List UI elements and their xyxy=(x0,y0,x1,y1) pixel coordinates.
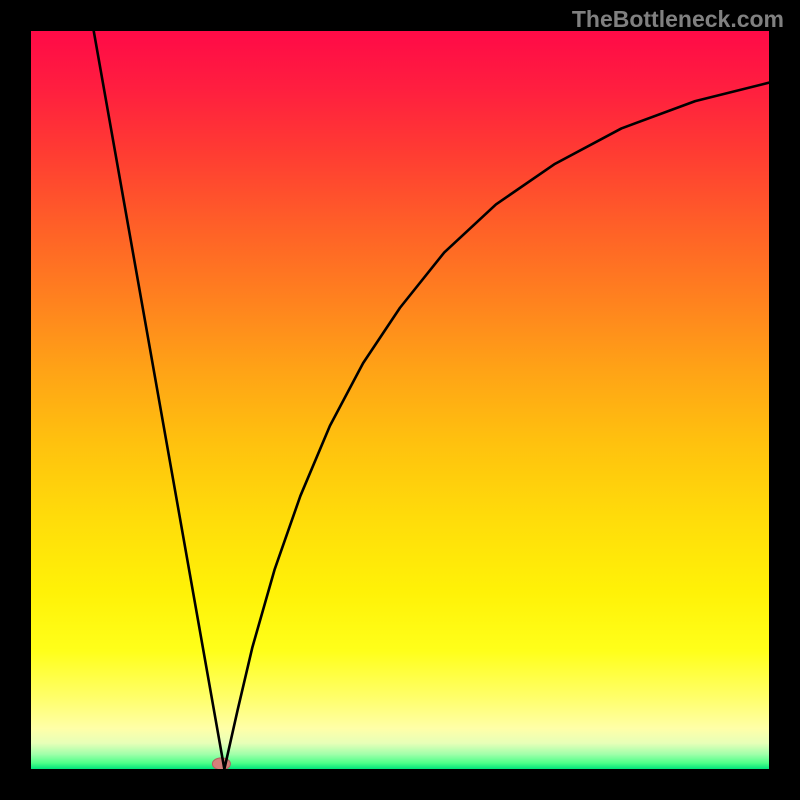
chart-canvas: TheBottleneck.com xyxy=(0,0,800,800)
right-curve xyxy=(224,83,769,769)
plot-area xyxy=(31,31,769,769)
watermark-label: TheBottleneck.com xyxy=(572,6,784,33)
curve-layer xyxy=(31,31,769,769)
left-line xyxy=(94,31,225,769)
